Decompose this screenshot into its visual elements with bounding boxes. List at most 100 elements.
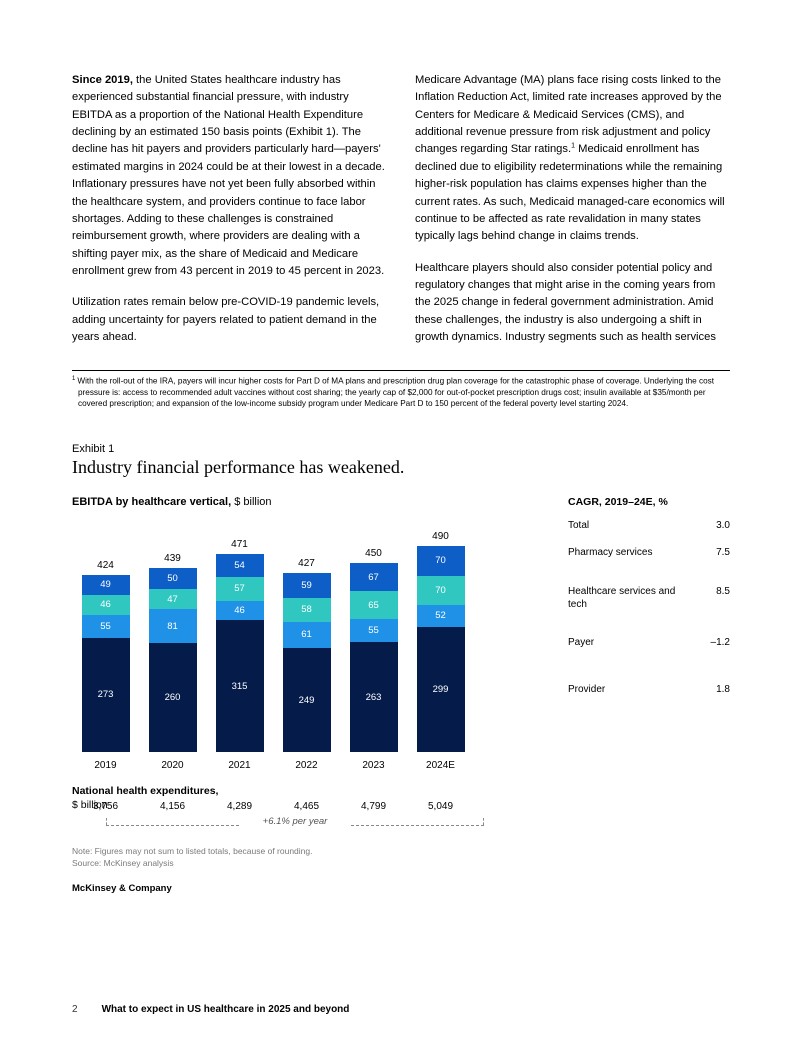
chart-wrap: EBITDA by healthcare vertical, $ billion… — [72, 496, 730, 894]
bar-total: 427 — [298, 558, 315, 569]
para-2: Utilization rates remain below pre-COVID… — [72, 294, 387, 346]
bar-segment-provider: 263 — [350, 642, 398, 752]
para-3: Medicare Advantage (MA) plans face risin… — [415, 72, 730, 246]
nhe-label-line: National health expenditures, — [72, 781, 550, 799]
chart-left: EBITDA by healthcare vertical, $ billion… — [72, 496, 550, 894]
nhe-value: 4,289 — [212, 801, 267, 812]
para-4: Healthcare players should also consider … — [415, 260, 730, 347]
cagr-label: Healthcare services and tech — [568, 586, 678, 611]
cagr-value: –1.2 — [711, 637, 730, 650]
cagr-label: Payer — [568, 637, 594, 650]
cagr-row: Healthcare services and tech 8.5 — [568, 586, 730, 611]
footnote-rule — [72, 370, 730, 371]
nhe-label: National health expenditures, — [72, 785, 218, 797]
footer-title: What to expect in US healthcare in 2025 … — [102, 1004, 350, 1015]
bar-total: 450 — [365, 548, 382, 559]
bar-segment-hst: 57 — [216, 577, 264, 601]
year-label: 2024E — [413, 760, 468, 771]
bar-segment-payer: 52 — [417, 605, 465, 627]
cagr-value: 8.5 — [716, 586, 730, 611]
year-axis: 201920202021202220232024E — [72, 760, 550, 771]
chart-note: Note: Figures may not sum to listed tota… — [72, 846, 550, 857]
bar-segment-hst: 46 — [82, 595, 130, 614]
cagr-row: Pharmacy services7.5 — [568, 547, 730, 560]
bar-segment-provider: 299 — [417, 627, 465, 753]
bar-segment-payer: 55 — [82, 615, 130, 638]
cagr-heading: CAGR, 2019–24E, % — [568, 496, 730, 508]
nhe-value: 4,799 — [346, 801, 401, 812]
nhe-values-row: 3,756 4,156 4,289 4,465 4,799 5,049 — [78, 801, 468, 812]
bar-segment-hst: 70 — [417, 576, 465, 605]
growth-tick-right — [483, 818, 484, 825]
growth-label: +6.1% per year — [240, 816, 350, 827]
bar-segment-pharmacy: 59 — [283, 573, 331, 598]
lead-in: Since 2019, — [72, 74, 133, 86]
bar-segment-payer: 55 — [350, 619, 398, 642]
bar-segment-provider: 273 — [82, 638, 130, 753]
cagr-row: Total3.0 — [568, 520, 730, 533]
cagr-rows: Total3.0 Pharmacy services7.5 Healthcare s… — [568, 520, 730, 696]
cagr-value: 3.0 — [716, 520, 730, 533]
cagr-legend: CAGR, 2019–24E, % Total3.0 Pharmacy servi… — [568, 496, 730, 894]
chart-subtitle-bold: EBITDA by healthcare vertical, — [72, 496, 231, 508]
bar-column: 424 273554649 — [78, 560, 133, 753]
footnote-1: 1With the roll-out of the IRA, payers wi… — [72, 375, 730, 409]
growth-tick-left — [106, 818, 107, 825]
column-right: Medicare Advantage (MA) plans face risin… — [415, 72, 730, 360]
bar-column: 471 315465754 — [212, 539, 267, 752]
bar-stack: 249615859 — [283, 573, 331, 752]
bar-segment-pharmacy: 54 — [216, 554, 264, 577]
nhe-block: National health expenditures, $ billion … — [72, 781, 550, 834]
nhe-row-wrap: $ billion 3,7564,1564,2894,4654,7995,049 — [72, 799, 550, 812]
bar-stack: 263556567 — [350, 563, 398, 752]
bar-stack: 260814750 — [149, 568, 197, 752]
bar-segment-hst: 65 — [350, 591, 398, 618]
column-left: Since 2019, the United States healthcare… — [72, 72, 387, 360]
year-label: 2019 — [78, 760, 133, 771]
para-3b: Medicaid enrollment has declined due to … — [415, 143, 725, 242]
bar-stack: 273554649 — [82, 575, 130, 753]
bar-segment-hst: 58 — [283, 598, 331, 622]
bar-segment-pharmacy: 50 — [149, 568, 197, 589]
year-label: 2022 — [279, 760, 334, 771]
page: Since 2019, the United States healthcare… — [0, 0, 802, 1037]
bar-segment-pharmacy: 70 — [417, 546, 465, 575]
nhe-value: 4,156 — [145, 801, 200, 812]
cagr-value: 7.5 — [716, 547, 730, 560]
bar-column: 490299527070 — [413, 531, 468, 752]
stacked-bar-chart: 4242735546494392608147504713154657544272… — [72, 520, 550, 752]
brand: McKinsey & Company — [72, 883, 550, 894]
exhibit-title: Industry financial performance has weake… — [72, 457, 730, 478]
chart-subtitle-rest: $ billion — [231, 496, 271, 508]
bar-column: 439 260814750 — [145, 553, 200, 752]
nhe-value: 3,756 — [78, 801, 133, 812]
nhe-value: 5,049 — [413, 801, 468, 812]
page-footer: 2 What to expect in US healthcare in 202… — [72, 1004, 730, 1015]
cagr-label: Provider — [568, 684, 605, 697]
bar-total: 490 — [432, 531, 449, 542]
exhibit-label: Exhibit 1 — [72, 443, 730, 455]
bar-segment-provider: 315 — [216, 620, 264, 752]
nhe-value: 4,465 — [279, 801, 334, 812]
footnote-text: With the roll-out of the IRA, payers wil… — [77, 377, 714, 408]
bar-segment-payer: 81 — [149, 609, 197, 643]
bar-total: 439 — [164, 553, 181, 564]
bar-segment-payer: 61 — [283, 622, 331, 648]
chart-subtitle: EBITDA by healthcare vertical, $ billion — [72, 496, 550, 508]
bar-total: 471 — [231, 539, 248, 550]
chart-source: Source: McKinsey analysis — [72, 858, 550, 869]
bar-column: 450 263556567 — [346, 548, 401, 752]
growth-indicator: +6.1% per year — [106, 818, 484, 834]
footnote-number: 1 — [72, 376, 75, 382]
bar-total: 424 — [97, 560, 114, 571]
bar-column: 427 249615859 — [279, 558, 334, 752]
bar-stack: 299527070 — [417, 546, 465, 752]
cagr-row: Provider 1.8 — [568, 684, 730, 697]
bar-segment-provider: 260 — [149, 643, 197, 752]
year-label: 2020 — [145, 760, 200, 771]
year-label: 2023 — [346, 760, 401, 771]
cagr-value: 1.8 — [716, 684, 730, 697]
bar-segment-payer: 46 — [216, 601, 264, 620]
bar-segment-provider: 249 — [283, 648, 331, 753]
exhibit-1: Exhibit 1 Industry financial performance… — [72, 443, 730, 894]
